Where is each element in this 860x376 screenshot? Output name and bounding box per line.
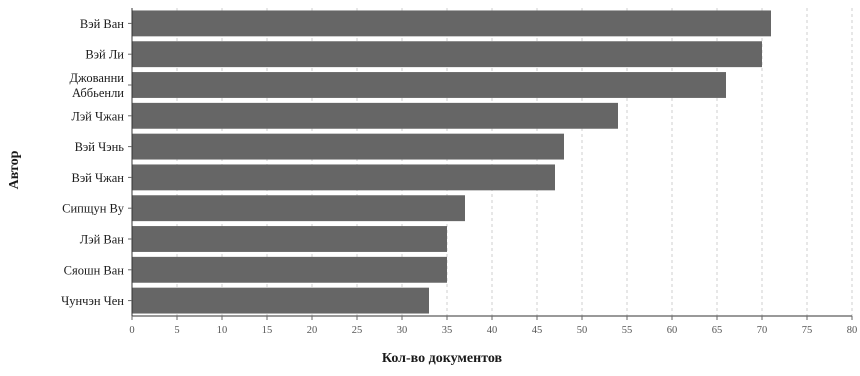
category-label: Вэй Чэнь xyxy=(75,140,125,154)
category-label: Вэй Ван xyxy=(80,17,124,31)
x-tick-label: 45 xyxy=(532,325,543,336)
category-label: Лэй Чжан xyxy=(71,109,124,123)
x-tick-label: 40 xyxy=(487,325,498,336)
x-tick-label: 30 xyxy=(397,325,408,336)
x-tick-label: 50 xyxy=(577,325,588,336)
bar xyxy=(132,226,447,252)
x-tick-label: 60 xyxy=(667,325,678,336)
x-tick-labels: 0 5 10 15 20 25 30 35 40 45 50 55 60 65 70 75 80 xyxy=(129,316,857,336)
x-axis-title: Кол-во документов xyxy=(382,351,503,366)
x-tick-label: 25 xyxy=(352,325,363,336)
bar xyxy=(132,287,429,314)
bar xyxy=(132,164,555,191)
x-tick-label: 65 xyxy=(712,325,723,336)
x-tick-label: 80 xyxy=(847,325,858,336)
category-label: Вэй Чжан xyxy=(71,171,124,185)
bar xyxy=(132,102,618,129)
x-tick-label: 35 xyxy=(442,325,453,336)
bar xyxy=(132,133,564,160)
category-label: Чунчэн Чен xyxy=(61,294,124,308)
category-label: Джованни Аббьенли xyxy=(70,71,125,100)
x-tick-label: 0 xyxy=(129,325,134,336)
bar xyxy=(132,256,447,283)
category-labels: Вэй Ван Вэй Ли Джованни Аббьенли Лэй Чжан Вэй… xyxy=(61,17,132,308)
category-label: Лэй Ван xyxy=(80,233,125,247)
category-label: Сипщун Ву xyxy=(62,202,125,216)
category-label: Сяошн Ван xyxy=(64,263,125,277)
bar xyxy=(132,195,465,222)
x-tick-label: 75 xyxy=(802,325,813,336)
x-tick-label: 20 xyxy=(307,325,318,336)
x-tick-label: 70 xyxy=(757,325,768,336)
bar xyxy=(132,41,762,68)
bar xyxy=(132,10,771,37)
x-tick-label: 10 xyxy=(217,325,228,336)
bar xyxy=(132,72,726,98)
category-label: Вэй Ли xyxy=(85,48,124,62)
y-axis-title: Автор xyxy=(7,150,22,189)
x-tick-label: 15 xyxy=(262,325,273,336)
bars xyxy=(132,10,771,314)
x-tick-label: 5 xyxy=(174,325,179,336)
x-tick-label: 55 xyxy=(622,325,633,336)
